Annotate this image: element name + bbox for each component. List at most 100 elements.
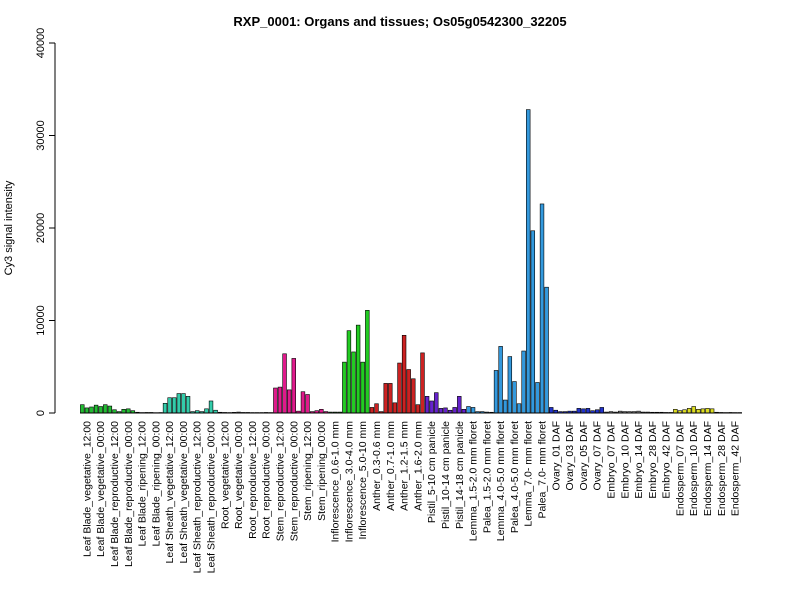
bar: [709, 408, 715, 414]
bar: [466, 406, 471, 414]
bar: [167, 397, 172, 414]
bar: [457, 396, 462, 414]
bar: [438, 408, 444, 414]
bar: [434, 392, 439, 414]
bar: [355, 324, 361, 414]
bar: [305, 394, 310, 414]
bar: [549, 407, 554, 414]
category-label: Endosperm_42 DAF: [730, 421, 742, 516]
bar: [98, 406, 103, 414]
bar: [461, 408, 467, 414]
category-label: Inflorescence_5.0-10 mm: [357, 421, 369, 540]
bar: [581, 408, 586, 414]
category-label: Embryo_07 DAF: [605, 421, 617, 499]
bar: [406, 369, 411, 414]
y-tick-label: 10000: [35, 305, 47, 336]
bars: [80, 109, 742, 414]
category-label: Ovary_01 DAF: [550, 421, 562, 490]
bar: [700, 408, 706, 414]
bar: [369, 407, 375, 414]
bar: [599, 407, 604, 414]
bar: [126, 408, 131, 414]
category-label: Endosperm_28 DAF: [716, 421, 728, 516]
category-label: Palea_7.0- mm floret: [537, 421, 549, 519]
bar: [443, 407, 448, 414]
bar: [530, 230, 536, 414]
bar: [374, 403, 379, 414]
bar: [342, 361, 347, 414]
category-label: Stem_ripening_12:00: [302, 421, 314, 521]
bar: [507, 356, 513, 414]
bar: [80, 404, 85, 414]
category-label: Embryo_10 DAF: [619, 421, 631, 499]
bar: [300, 391, 306, 414]
category-label: Stem_ripening_00:00: [316, 421, 328, 521]
category-label: Leaf Blade_ripening_12:00: [137, 421, 149, 547]
bar: [291, 358, 296, 414]
category-label: Leaf Blade_vegetative_00:00: [95, 421, 107, 557]
bar: [397, 362, 402, 414]
bar: [208, 400, 214, 414]
category-label: Leaf Blade_reproductive_00:00: [123, 421, 135, 567]
chart-title: RXP_0001: Organs and tissues; Os05g05423…: [233, 14, 566, 29]
bar: [351, 351, 356, 414]
bar: [512, 381, 517, 414]
category-label: Endosperm_07 DAF: [674, 421, 686, 516]
bar: [526, 109, 531, 414]
category-label: Stem_reproductive_00:00: [288, 421, 300, 541]
category-label: Inflorescence_0.6-1.0 mm: [330, 421, 342, 543]
bar: [162, 402, 168, 414]
bar: [273, 387, 278, 414]
bar: [282, 353, 287, 414]
category-label: Pistil_5-10 cm panicle: [426, 421, 438, 523]
bar: [365, 310, 370, 414]
y-axis-label: Cy3 signal intensity: [3, 180, 15, 275]
bar: [181, 393, 186, 414]
bar: [503, 399, 508, 414]
bar: [576, 408, 581, 414]
bar: [277, 386, 283, 414]
bar: [493, 370, 499, 414]
bar: [319, 408, 324, 414]
category-label: Anther_0.3-0.6 mm: [371, 421, 383, 511]
category-label: Leaf Sheath_reproductive_12:00: [192, 421, 204, 574]
bar: [585, 408, 591, 414]
category-label: Embryo_42 DAF: [661, 421, 673, 499]
bar: [691, 406, 696, 414]
category-label: Stem_reproductive_12:00: [274, 421, 286, 541]
bar: [673, 408, 678, 414]
bar: [415, 404, 421, 414]
category-label: Ovary_03 DAF: [564, 421, 576, 490]
category-label: Leaf Sheath_vegetative_00:00: [178, 421, 190, 564]
category-label: Leaf Blade_vegetative_12:00: [81, 421, 93, 557]
category-label: Root_reproductive_00:00: [261, 421, 273, 539]
bar: [360, 361, 365, 414]
bar: [89, 406, 94, 414]
bar: [470, 407, 476, 414]
bar: [346, 330, 352, 414]
category-label: Leaf Blade_reproductive_12:00: [109, 421, 121, 567]
bar: [107, 405, 113, 414]
bar: [172, 397, 177, 414]
category-label: Palea_1.5-2.0 mm floret: [481, 421, 493, 533]
bar: [498, 346, 503, 414]
bar: [521, 350, 526, 414]
category-label: Ovary_05 DAF: [578, 421, 590, 490]
category-label: Lemma_1.5-2.0 mm floret: [468, 421, 480, 541]
bar: [286, 389, 292, 414]
category-label: Embryo_14 DAF: [633, 421, 645, 499]
bar: [93, 404, 99, 414]
category-label: Pistil_14-18 cm panicle: [454, 421, 466, 529]
category-label: Root_vegetative_00:00: [233, 421, 245, 529]
category-label: Palea_4.0-5.0 mm floret: [509, 421, 521, 533]
category-label: Pistil_10-14 cm panicle: [440, 421, 452, 529]
category-label: Anther_1.6-2.0 mm: [412, 421, 424, 511]
bar: [84, 407, 90, 414]
bar: [686, 408, 692, 414]
category-label: Ovary_07 DAF: [592, 421, 604, 490]
bar: [392, 402, 398, 414]
bar: [516, 403, 522, 414]
bar: [420, 352, 425, 414]
y-axis: 0 10000 20000 30000 40000: [35, 28, 56, 416]
